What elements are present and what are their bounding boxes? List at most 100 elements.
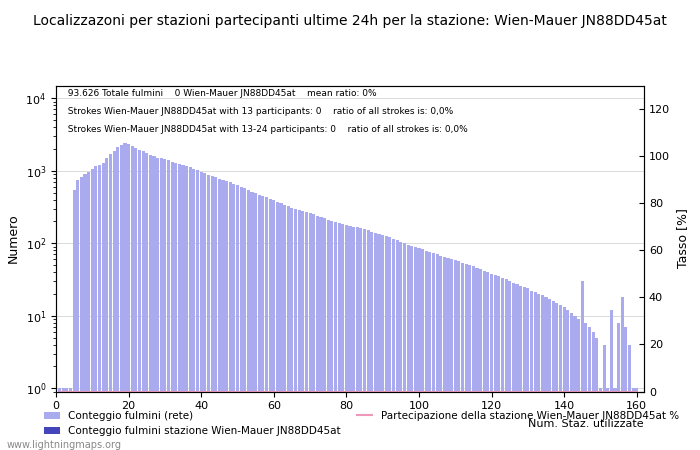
- Bar: [199, 172, 203, 450]
- Bar: [251, 192, 253, 450]
- Bar: [178, 164, 181, 450]
- Bar: [91, 169, 94, 450]
- Bar: [414, 247, 417, 450]
- Bar: [432, 253, 435, 450]
- Bar: [457, 261, 461, 450]
- Bar: [127, 144, 130, 450]
- Bar: [628, 345, 631, 450]
- Bar: [490, 274, 493, 450]
- Bar: [247, 190, 250, 450]
- Bar: [392, 239, 395, 450]
- Bar: [207, 175, 210, 450]
- Bar: [301, 211, 304, 450]
- Bar: [512, 284, 515, 450]
- Bar: [337, 223, 341, 450]
- Bar: [613, 388, 617, 450]
- Bar: [443, 257, 446, 450]
- Bar: [334, 222, 337, 450]
- Bar: [501, 278, 504, 450]
- Bar: [592, 332, 595, 450]
- Bar: [269, 199, 272, 450]
- Bar: [294, 209, 297, 450]
- Y-axis label: Tasso [%]: Tasso [%]: [676, 208, 689, 269]
- Bar: [156, 158, 159, 450]
- Bar: [465, 264, 468, 450]
- Bar: [530, 291, 533, 450]
- Bar: [83, 174, 87, 450]
- Bar: [374, 233, 377, 450]
- Bar: [486, 272, 489, 450]
- Bar: [58, 388, 61, 450]
- Bar: [356, 227, 359, 450]
- Bar: [523, 287, 526, 450]
- Bar: [319, 217, 323, 450]
- Bar: [174, 163, 177, 450]
- Bar: [621, 297, 624, 450]
- Bar: [316, 216, 319, 450]
- Bar: [261, 196, 265, 450]
- Bar: [581, 281, 584, 450]
- Bar: [552, 301, 555, 450]
- Bar: [395, 240, 399, 450]
- Bar: [454, 261, 457, 450]
- Bar: [559, 305, 562, 450]
- Bar: [105, 158, 108, 450]
- Bar: [309, 213, 312, 450]
- Bar: [421, 249, 424, 450]
- Bar: [389, 238, 391, 450]
- Bar: [76, 180, 79, 450]
- Bar: [494, 275, 497, 450]
- Bar: [545, 297, 547, 450]
- Bar: [163, 159, 167, 450]
- Bar: [171, 162, 174, 450]
- Partecipazione della stazione Wien-Mauer JN88DD45at %: [429, 389, 438, 394]
- Bar: [573, 316, 577, 450]
- Bar: [145, 153, 148, 450]
- Bar: [515, 284, 519, 450]
- Bar: [113, 151, 116, 450]
- Bar: [381, 235, 384, 450]
- Bar: [631, 388, 635, 450]
- Y-axis label: Numero: Numero: [7, 214, 20, 263]
- Bar: [196, 171, 199, 450]
- Bar: [102, 163, 105, 450]
- Bar: [323, 218, 326, 450]
- Bar: [472, 266, 475, 450]
- Bar: [352, 226, 355, 450]
- Bar: [610, 310, 613, 450]
- Bar: [407, 244, 410, 450]
- Bar: [555, 303, 559, 450]
- Bar: [181, 165, 185, 450]
- Bar: [606, 388, 609, 450]
- Bar: [232, 184, 235, 450]
- Bar: [236, 185, 239, 450]
- Bar: [399, 242, 402, 450]
- Bar: [189, 167, 192, 450]
- Text: 93.626 Totale fulmini    0 Wien-Mauer JN88DD45at    mean ratio: 0%: 93.626 Totale fulmini 0 Wien-Mauer JN88D…: [62, 89, 377, 98]
- Bar: [62, 388, 65, 450]
- Bar: [65, 388, 69, 450]
- Bar: [149, 155, 152, 450]
- Bar: [526, 288, 529, 450]
- Bar: [410, 246, 413, 450]
- Bar: [272, 200, 275, 450]
- Bar: [167, 160, 170, 450]
- Bar: [595, 338, 598, 450]
- Bar: [258, 194, 261, 450]
- Bar: [577, 319, 580, 450]
- Bar: [87, 172, 90, 450]
- Bar: [367, 230, 370, 450]
- Text: Strokes Wien-Mauer JN88DD45at with 13-24 participants: 0    ratio of all strokes: Strokes Wien-Mauer JN88DD45at with 13-24…: [62, 125, 468, 134]
- Bar: [377, 234, 381, 450]
- Bar: [566, 310, 569, 450]
- Bar: [120, 144, 123, 450]
- Bar: [123, 143, 127, 450]
- Bar: [563, 307, 566, 450]
- Text: Strokes Wien-Mauer JN88DD45at with 13 participants: 0    ratio of all strokes is: Strokes Wien-Mauer JN88DD45at with 13 pa…: [62, 107, 453, 116]
- Bar: [447, 258, 449, 450]
- Bar: [243, 189, 246, 450]
- Bar: [141, 151, 145, 450]
- Bar: [617, 323, 620, 450]
- Bar: [345, 225, 348, 450]
- Bar: [461, 263, 464, 450]
